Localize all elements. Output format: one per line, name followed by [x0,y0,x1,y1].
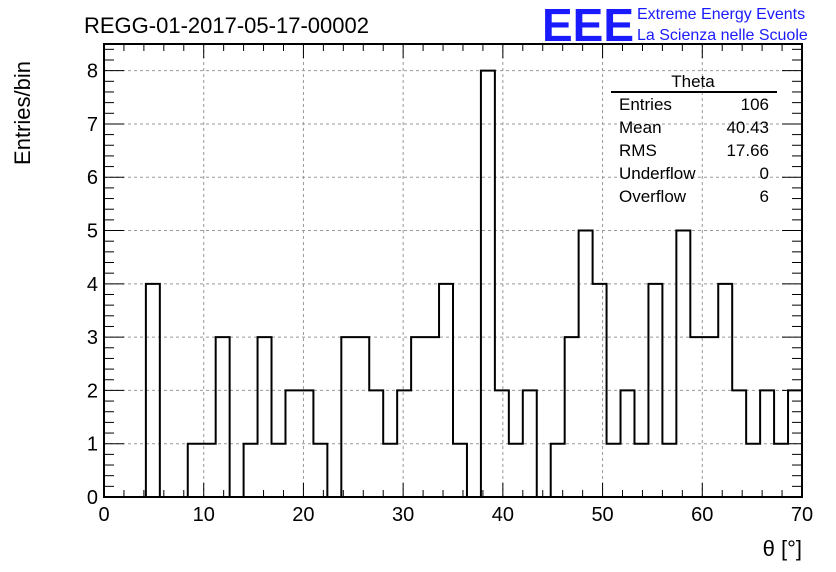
y-axis-label: Entries/bin [10,61,35,165]
stats-label: Underflow [619,164,696,183]
x-tick-label: 10 [193,504,215,526]
y-tick-label: 5 [87,221,98,243]
y-tick-label: 7 [87,114,98,136]
y-tick-label: 3 [87,327,98,349]
x-tick-label: 50 [591,504,613,526]
stats-label: RMS [619,141,657,160]
x-axis-label: θ [°] [763,536,802,561]
stats-title: Theta [671,72,715,91]
stats-rows: Entries 106 Mean 40.43 RMS 17.66 Underflow 0 Ove… [619,95,769,206]
x-tick-label: 60 [691,504,713,526]
stats-value: 17.66 [726,141,769,160]
chart-title: REGG-01-2017-05-17-00002 [84,13,369,38]
logo-line-2: La Scienza nelle Scuole [637,27,808,44]
logo-line-1: Extreme Energy Events [637,6,805,23]
stats-label: Entries [619,95,672,114]
x-tick-label: 0 [98,504,109,526]
x-tick-label: 20 [292,504,314,526]
eee-logo: EEE Extreme Energy Events La Scienza nel… [542,0,808,51]
stats-value: 40.43 [726,118,769,137]
x-tick-label: 30 [392,504,414,526]
stats-value: 106 [741,95,769,114]
stats-label: Overflow [619,187,687,206]
y-tick-label: 6 [87,167,98,189]
x-tick-label: 70 [791,504,813,526]
y-tick-label: 0 [87,487,98,509]
stats-value: 0 [760,164,769,183]
stats-value: 6 [760,187,769,206]
y-tick-label: 4 [87,274,98,296]
logo-mark: EEE [542,0,634,51]
x-tick-label: 40 [492,504,514,526]
y-tick-label: 8 [87,61,98,83]
plot-frame [103,43,803,498]
y-tick-label: 2 [87,380,98,402]
stats-box: Theta Entries 106 Mean 40.43 RMS 17.66 Underfl… [611,72,777,206]
stats-label: Mean [619,118,662,137]
y-tick-label: 1 [87,434,98,456]
